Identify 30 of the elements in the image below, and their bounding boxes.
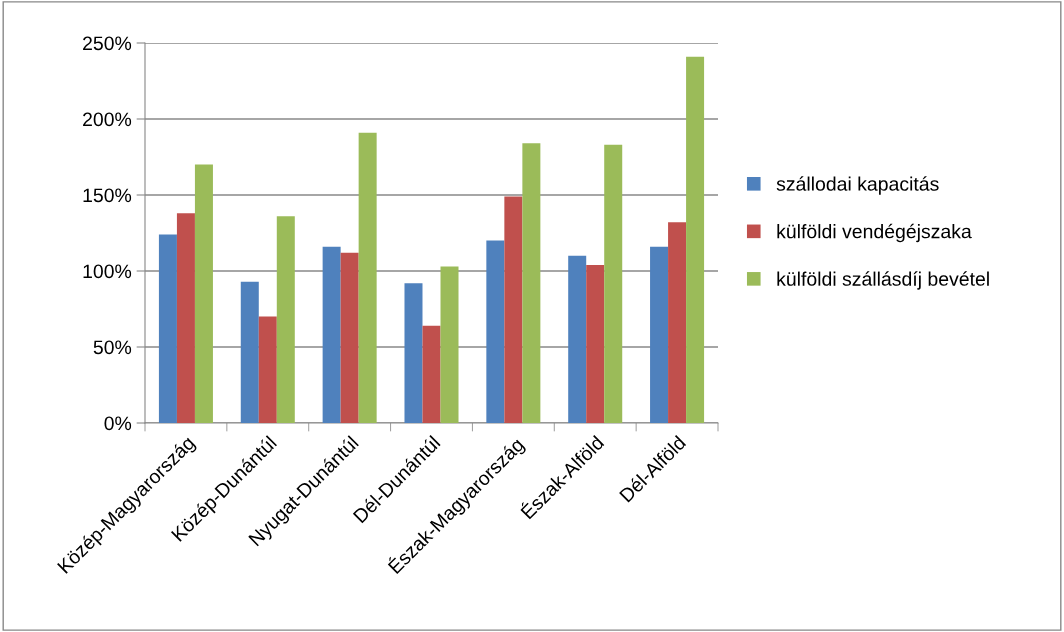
bar: [650, 246, 669, 423]
y-tick-label: 200%: [83, 112, 132, 127]
bar: [322, 246, 341, 423]
y-tick-label: 100%: [83, 264, 132, 279]
bar: [668, 222, 687, 423]
bar: [586, 264, 605, 423]
legend-label: külföldi vendégéjszaka: [777, 223, 972, 243]
legend-label: szállodai kapacitás: [776, 176, 939, 195]
bar: [158, 234, 177, 423]
bar: [340, 252, 359, 423]
bar: [568, 255, 587, 423]
bar: [522, 143, 541, 423]
y-tick-label: 50%: [93, 340, 132, 355]
bar: [504, 196, 523, 423]
bar: [240, 281, 259, 423]
bar: [194, 164, 213, 423]
bar: [604, 144, 623, 423]
bar: [258, 316, 277, 423]
y-tick-label: 150%: [83, 188, 132, 203]
legend-label: külföldi szállásdíj bevétel: [777, 271, 989, 290]
bar: [422, 325, 441, 423]
bar: [176, 213, 195, 423]
bar: [440, 266, 459, 423]
bar: [686, 56, 705, 423]
y-tick-label: 0%: [104, 416, 132, 431]
bar: [358, 132, 377, 423]
bar: [404, 283, 423, 423]
bar: [486, 240, 505, 423]
bar: [276, 216, 295, 423]
y-tick-label: 250%: [83, 36, 132, 51]
